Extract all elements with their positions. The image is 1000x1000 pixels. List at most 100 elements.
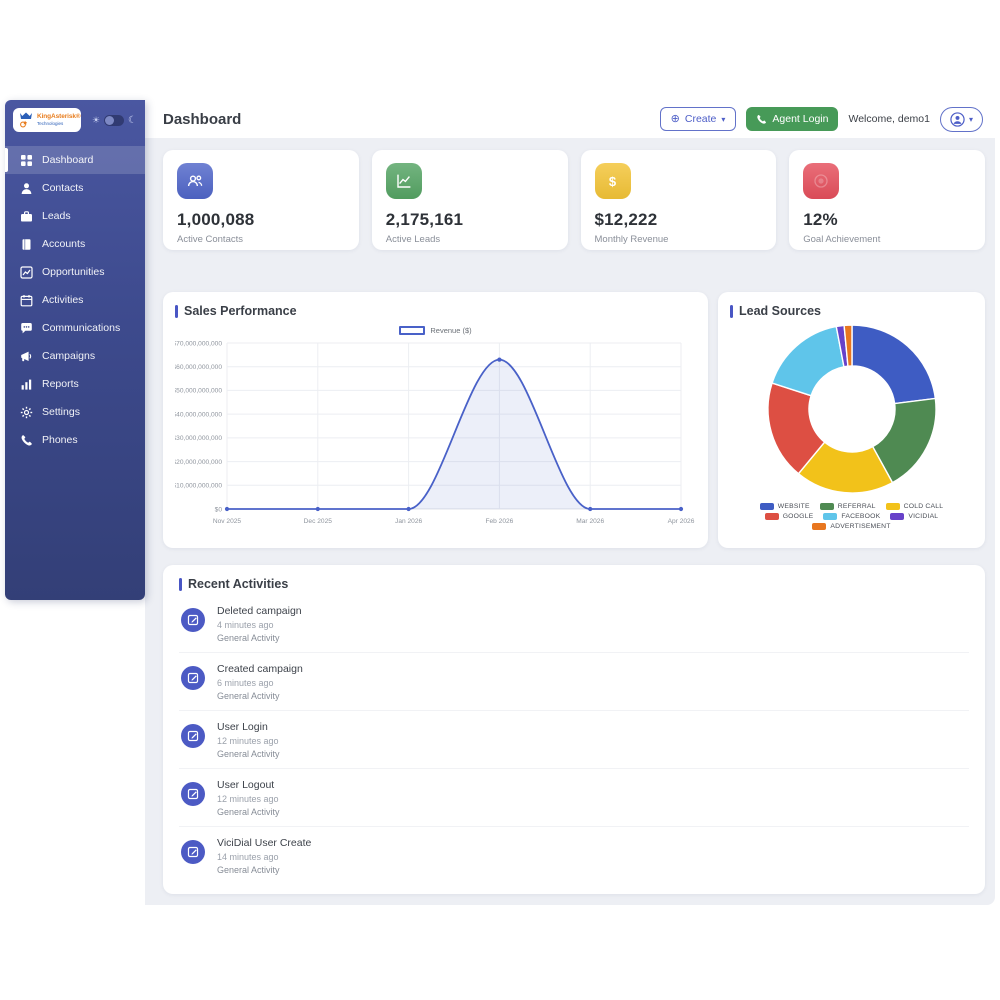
sidebar-item-reports[interactable]: Reports: [5, 370, 145, 398]
legend-swatch: [823, 513, 838, 520]
sidebar-item-label: Reports: [42, 378, 79, 390]
svg-text:$40,000,000,000: $40,000,000,000: [175, 411, 222, 418]
activity-item: User Logout 12 minutes ago General Activit…: [179, 769, 969, 827]
activity-time: 4 minutes ago: [217, 620, 274, 630]
theme-toggle[interactable]: [104, 114, 125, 126]
sidebar-nav: Dashboard Contacts Leads Accounts: [5, 146, 145, 454]
line-chart-legend[interactable]: Revenue ($): [175, 326, 696, 335]
chat-icon: [19, 321, 33, 335]
sidebar-item-label: Contacts: [42, 182, 84, 194]
note-icon: [181, 608, 205, 632]
stat-label: Goal Achievement: [803, 234, 881, 245]
gear-icon: [19, 405, 33, 419]
recent-activities-panel: Recent Activities Deleted campaign 4 minu…: [163, 565, 985, 894]
sidebar-header: KingAsterisk® Technologies ☀ ☾: [5, 100, 145, 138]
note-icon: [181, 840, 205, 864]
legend-label: COLD CALL: [903, 503, 944, 510]
legend-item-vicidial[interactable]: VICIDIAL: [890, 513, 938, 520]
main-area: Dashboard ⊕ Create ▾ Agent Login Welcome…: [145, 100, 995, 905]
sidebar-item-phones[interactable]: Phones: [5, 426, 145, 454]
crown-asterisk-logo-icon: [18, 111, 34, 129]
activity-title: Deleted campaign: [217, 605, 302, 617]
agent-login-button[interactable]: Agent Login: [746, 107, 839, 131]
stat-label: Active Contacts: [177, 234, 243, 245]
create-button[interactable]: ⊕ Create ▾: [659, 107, 737, 131]
sales-line-chart: $0 $10,000,000,000 $20,000,000,000 $30,000,…: [175, 340, 695, 525]
donut-legend: WEBSITE REFERRAL COLD CALL GOOGLE FACEBOOK VI…: [730, 503, 973, 530]
sidebar-item-accounts[interactable]: Accounts: [5, 230, 145, 258]
sidebar-item-label: Activities: [42, 294, 84, 306]
stat-value: 2,175,161: [385, 210, 464, 229]
stat-card-active-contacts: 1,000,088 Active Contacts: [163, 150, 359, 250]
legend-item-cold-call[interactable]: COLD CALL: [885, 503, 944, 510]
legend-item-website[interactable]: WEBSITE: [759, 503, 810, 510]
svg-text:Mar 2026: Mar 2026: [576, 518, 604, 525]
svg-text:Dec 2025: Dec 2025: [304, 518, 333, 525]
legend-label: VICIDIAL: [908, 513, 939, 520]
activity-title: User Logout: [217, 779, 275, 791]
book-icon: [19, 237, 33, 251]
sidebar-item-label: Communications: [42, 322, 121, 334]
sidebar-item-activities[interactable]: Activities: [5, 286, 145, 314]
legend-item-google[interactable]: GOOGLE: [764, 513, 814, 520]
sidebar-item-label: Phones: [42, 434, 78, 446]
megaphone-icon: [19, 349, 33, 363]
logo-subtitle: Technologies: [37, 120, 64, 126]
lead-sources-panel: Lead Sources WEBSITE REFERRAL COLD CALL GOO…: [718, 292, 985, 548]
sidebar-item-label: Opportunities: [42, 266, 105, 278]
sales-performance-panel: Sales Performance Revenue ($) $0 $10,000,…: [163, 292, 708, 548]
legend-label: REFERRAL: [837, 503, 876, 510]
lead-sources-title: Lead Sources: [730, 304, 973, 318]
activity-time: 12 minutes ago: [217, 794, 279, 804]
grid-icon: [19, 153, 33, 167]
activity-category: General Activity: [217, 807, 280, 817]
legend-label: GOOGLE: [782, 513, 814, 520]
legend-item-facebook[interactable]: FACEBOOK: [823, 513, 880, 520]
legend-swatch: [759, 503, 774, 510]
sidebar: KingAsterisk® Technologies ☀ ☾ Dashboard: [5, 100, 145, 600]
sidebar-item-campaigns[interactable]: Campaigns: [5, 342, 145, 370]
chevron-down-icon: ▾: [968, 114, 973, 124]
stat-value: $12,222: [594, 210, 658, 229]
target-icon: [803, 163, 840, 199]
activity-title: ViciDial User Create: [217, 837, 312, 849]
plus-circle-icon: ⊕: [670, 112, 680, 125]
chart-line-icon: [19, 265, 33, 279]
activity-time: 6 minutes ago: [217, 678, 274, 688]
svg-text:$0: $0: [215, 506, 223, 513]
create-button-label: Create: [684, 113, 717, 125]
legend-item-referral[interactable]: REFERRAL: [819, 503, 876, 510]
stat-card-monthly-revenue: $ $12,222 Monthly Revenue: [580, 150, 777, 250]
note-icon: [181, 666, 205, 690]
stats-row: 1,000,088 Active Contacts 2,175,161 Acti…: [163, 150, 985, 250]
svg-text:Apr 2026: Apr 2026: [668, 518, 695, 525]
sidebar-item-leads[interactable]: Leads: [5, 202, 145, 230]
sidebar-item-opportunities[interactable]: Opportunities: [5, 258, 145, 286]
stat-value: 12%: [803, 210, 838, 229]
svg-text:Nov 2025: Nov 2025: [213, 518, 242, 525]
note-icon: [181, 724, 205, 748]
legend-item-advertisement[interactable]: ADVERTISEMENT: [812, 523, 890, 530]
activity-time: 12 minutes ago: [217, 736, 279, 746]
sidebar-item-communications[interactable]: Communications: [5, 314, 145, 342]
moon-icon: ☾: [128, 114, 137, 126]
legend-swatch: [885, 503, 900, 510]
user-menu-button[interactable]: ▾: [939, 106, 983, 132]
dashboard-content: 1,000,088 Active Contacts 2,175,161 Acti…: [145, 138, 995, 905]
theme-control: ☀ ☾: [92, 114, 137, 126]
sidebar-item-contacts[interactable]: Contacts: [5, 174, 145, 202]
activity-item: ViciDial User Create 14 minutes ago Genera…: [179, 827, 969, 884]
stat-label: Active Leads: [385, 234, 441, 245]
activity-time: 14 minutes ago: [217, 852, 279, 862]
agent-login-label: Agent Login: [772, 113, 829, 125]
donut-slice-facebook: [770, 325, 845, 397]
svg-text:$60,000,000,000: $60,000,000,000: [175, 364, 222, 371]
activity-category: General Activity: [217, 633, 280, 643]
activity-category: General Activity: [217, 749, 280, 759]
sidebar-item-dashboard[interactable]: Dashboard: [5, 146, 145, 174]
activity-title: User Login: [217, 721, 268, 733]
sidebar-item-label: Settings: [42, 406, 80, 418]
lead-sources-donut-chart: [766, 324, 937, 494]
sidebar-item-settings[interactable]: Settings: [5, 398, 145, 426]
